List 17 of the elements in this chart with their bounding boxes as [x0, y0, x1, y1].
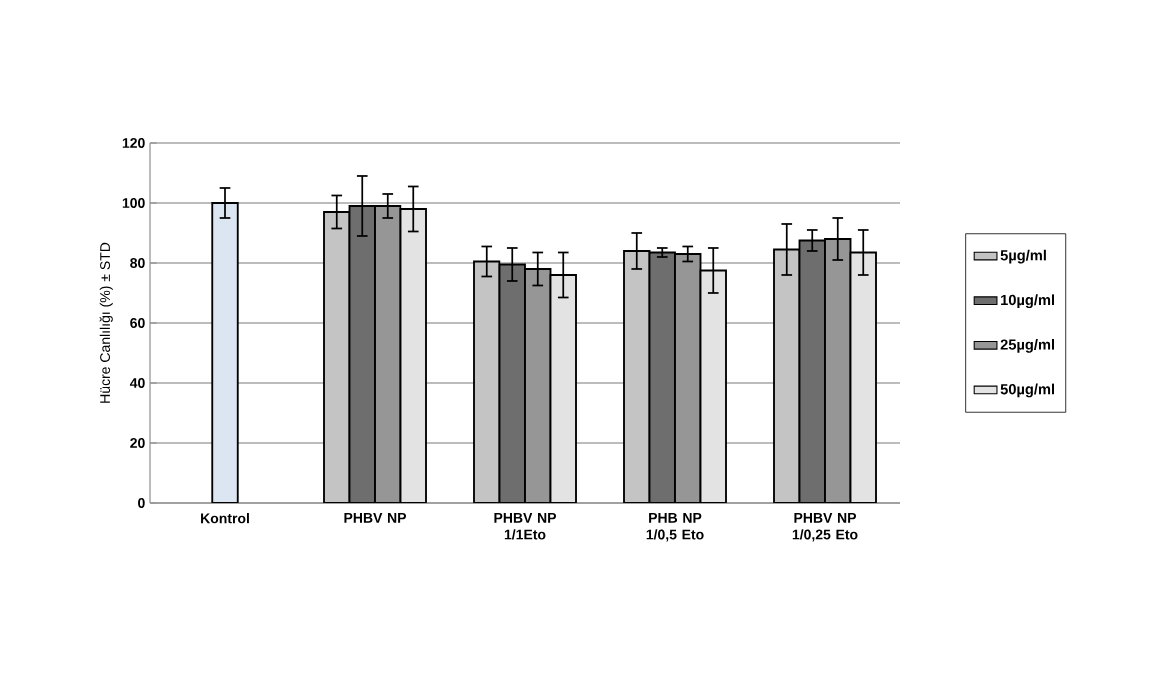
legend-label: 25µg/ml	[1000, 338, 1055, 353]
x-tick-label: PHBV NP 1/1Eto	[494, 513, 557, 540]
x-tick-label: PHB NP 1/0,5 Eto	[646, 513, 704, 542]
y-tick-label: 20	[130, 438, 145, 448]
y-tick-label: 0	[138, 498, 145, 508]
x-tick-label: PHBV NP	[344, 513, 407, 523]
y-tick-label: 80	[130, 258, 145, 268]
legend-label: 10µg/ml	[1001, 294, 1055, 309]
y-tick-label: 60	[130, 318, 145, 328]
y-axis-title: Hücre Canlılığı (%) ± STD	[99, 242, 113, 403]
legend-label: 5µg/ml	[1000, 249, 1046, 264]
y-tick-label: 40	[129, 378, 145, 388]
legend-label: 50µg/ml	[1000, 383, 1055, 398]
x-tick-label: PHBV NP 1/0,25 Eto	[792, 513, 858, 542]
y-tick-label: 100	[122, 198, 145, 208]
y-tick-label: 120	[122, 138, 145, 148]
x-tick-label: Kontrol	[201, 513, 249, 524]
